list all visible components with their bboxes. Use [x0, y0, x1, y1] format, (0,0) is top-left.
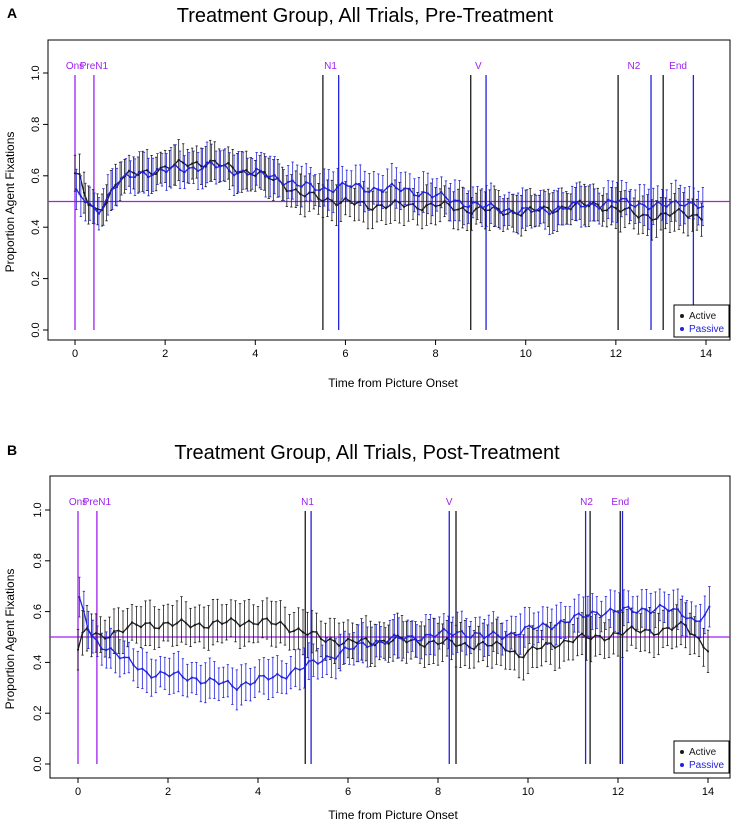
y-axis-label: Proportion Agent Fixations — [3, 132, 17, 273]
x-tick-label: 4 — [252, 348, 258, 360]
x-tick-label: 6 — [345, 786, 351, 798]
x-tick-label: 2 — [165, 786, 171, 798]
y-tick-label: 0.4 — [32, 655, 44, 670]
x-axis: 0 2 4 6 8 10 12 14 — [75, 778, 714, 798]
event-label: N1 — [301, 497, 314, 508]
series-active — [76, 596, 710, 681]
series-active — [73, 139, 703, 241]
series-line — [78, 596, 710, 691]
y-axis: 0.0 0.2 0.4 0.6 0.8 1.0 — [32, 502, 50, 772]
y-tick-label: 0.0 — [32, 756, 44, 771]
event-label: N2 — [580, 497, 593, 508]
legend-box — [673, 740, 730, 774]
series-passive — [78, 576, 711, 711]
legend-active-label: Active — [689, 747, 717, 758]
chart-panel-a: A Treatment Group, All Trials, Pre-Treat… — [3, 5, 731, 390]
event-label: N1 — [324, 61, 337, 72]
chart-title: Treatment Group, All Trials, Post-Treatm… — [174, 442, 560, 464]
x-axis-label: Time from Picture Onset — [328, 376, 458, 390]
x-tick-label: 10 — [520, 348, 532, 360]
legend-active-marker — [680, 750, 684, 754]
plot-frame — [49, 475, 731, 779]
x-tick-label: 8 — [435, 786, 441, 798]
event-label: N2 — [627, 61, 640, 72]
y-tick-label: 0.2 — [30, 271, 42, 286]
event-label: End — [611, 497, 629, 508]
x-tick-label: 4 — [255, 786, 261, 798]
legend-passive-marker — [680, 327, 684, 331]
chart-title: Treatment Group, All Trials, Pre-Treatme… — [177, 5, 554, 27]
x-tick-label: 8 — [433, 348, 439, 360]
y-tick-label: 0.8 — [32, 553, 44, 568]
x-tick-label: 12 — [610, 348, 622, 360]
legend-passive-marker — [680, 763, 684, 767]
y-tick-label: 0.6 — [32, 604, 44, 619]
event-label: Ons — [69, 497, 87, 508]
event-label: Ons — [66, 61, 84, 72]
y-tick-label: 1.0 — [32, 502, 44, 517]
x-tick-label: 14 — [702, 786, 714, 798]
event-label: V — [446, 497, 453, 508]
legend-active-label: Active — [689, 311, 717, 322]
legend-box — [673, 304, 730, 338]
x-tick-label: 10 — [522, 786, 534, 798]
legend-active-marker — [680, 314, 684, 318]
series-line — [75, 161, 704, 216]
legend-passive-label: Passive — [689, 324, 724, 335]
chart-panel-b: B Treatment Group, All Trials, Post-Trea… — [3, 442, 731, 822]
y-tick-label: 0.2 — [32, 706, 44, 721]
legend-passive-label: Passive — [689, 760, 724, 771]
event-label: PreN1 — [83, 497, 112, 508]
x-tick-label: 2 — [162, 348, 168, 360]
event-label: PreN1 — [80, 61, 109, 72]
y-tick-label: 0.4 — [30, 220, 42, 235]
event-label: V — [475, 61, 482, 72]
y-axis-label: Proportion Agent Fixations — [3, 569, 17, 710]
x-tick-label: 0 — [75, 786, 81, 798]
x-tick-label: 6 — [342, 348, 348, 360]
legend: Active Passive — [673, 304, 730, 338]
panel-label: B — [7, 442, 17, 458]
series-passive — [75, 141, 705, 236]
y-tick-label: 1.0 — [30, 65, 42, 80]
series-line — [77, 617, 709, 659]
legend: Active Passive — [673, 740, 730, 774]
plot-frame — [47, 39, 731, 341]
y-tick-label: 0.0 — [30, 322, 42, 337]
y-tick-label: 0.6 — [30, 168, 42, 183]
x-tick-label: 14 — [700, 348, 712, 360]
y-axis: 0.0 0.2 0.4 0.6 0.8 1.0 — [30, 65, 48, 338]
x-tick-label: 0 — [72, 348, 78, 360]
y-tick-label: 0.8 — [30, 117, 42, 132]
x-axis-label: Time from Picture Onset — [328, 808, 458, 822]
x-axis: 0 2 4 6 8 10 12 14 — [72, 340, 712, 360]
panel-label: A — [7, 5, 17, 21]
event-label: End — [669, 61, 687, 72]
x-tick-label: 12 — [612, 786, 624, 798]
